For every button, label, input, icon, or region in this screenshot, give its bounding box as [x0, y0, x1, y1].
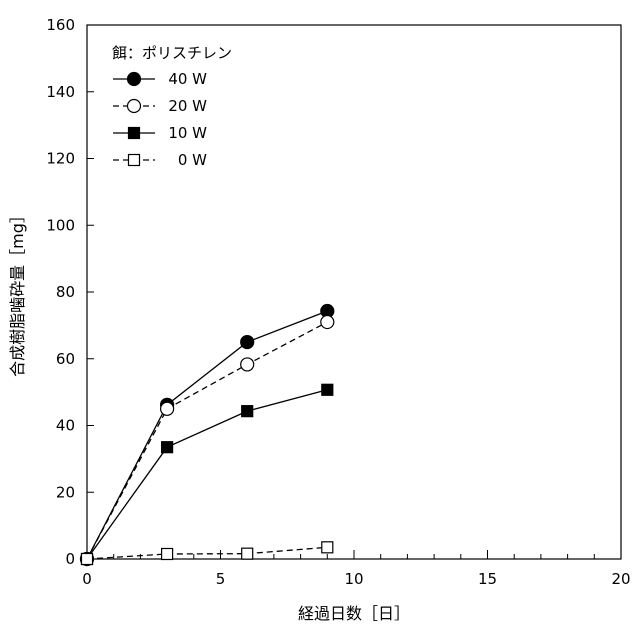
- y-tick-label: 100: [46, 216, 75, 234]
- x-tick-label: 20: [611, 570, 630, 588]
- series-0w: [82, 542, 333, 565]
- legend-marker: [128, 100, 141, 113]
- data-point-0w: [82, 554, 93, 565]
- legend-item-20w: 20 W: [113, 97, 207, 115]
- y-tick-label: 60: [56, 350, 75, 368]
- data-point-40w: [241, 336, 254, 349]
- series-40w: [81, 305, 334, 566]
- y-tick-label: 80: [56, 283, 75, 301]
- series-line-0w: [87, 547, 327, 559]
- y-axis-label: 合成樹脂噛砕量［mg］: [8, 207, 27, 377]
- legend-marker: [129, 155, 140, 166]
- x-tick-label: 15: [478, 570, 497, 588]
- legend-label: 0 W: [178, 151, 207, 169]
- legend-label: 10 W: [168, 124, 207, 142]
- y-tick-label: 0: [65, 550, 75, 568]
- x-axis-label: 経過日数［日］: [298, 604, 410, 623]
- legend-label: 20 W: [168, 97, 207, 115]
- y-tick-label: 160: [46, 16, 75, 34]
- data-point-10w: [162, 442, 173, 453]
- series-line-10w: [87, 390, 327, 559]
- legend-label: 40 W: [168, 70, 207, 88]
- plot-border: [87, 25, 621, 559]
- series-20w: [81, 316, 334, 566]
- series-line-20w: [87, 322, 327, 559]
- x-tick-label: 5: [216, 570, 226, 588]
- data-point-0w: [322, 542, 333, 553]
- legend-item-40w: 40 W: [113, 70, 207, 88]
- series-layer: [81, 305, 334, 566]
- legend-item-0w: 0 W: [113, 151, 207, 169]
- legend-marker: [129, 128, 140, 139]
- series-10w: [82, 384, 333, 564]
- x-tick-label: 0: [82, 570, 92, 588]
- y-tick-label: 40: [56, 417, 75, 435]
- data-point-20w: [161, 402, 174, 415]
- data-point-0w: [242, 548, 253, 559]
- series-line-40w: [87, 311, 327, 559]
- plot-area: [87, 25, 621, 559]
- data-point-10w: [322, 384, 333, 395]
- legend-title: 餌：ポリスチレン: [112, 44, 232, 62]
- data-point-20w: [321, 316, 334, 329]
- data-point-20w: [241, 358, 254, 371]
- x-tick-label: 10: [344, 570, 363, 588]
- data-point-10w: [242, 406, 253, 417]
- legend-item-10w: 10 W: [113, 124, 207, 142]
- data-point-0w: [162, 548, 173, 559]
- legend-marker: [128, 73, 141, 86]
- y-tick-label: 120: [46, 150, 75, 168]
- legend: 餌：ポリスチレン 40 W 20 W 10 W 0 W: [112, 44, 232, 169]
- y-tick-label: 20: [56, 483, 75, 501]
- y-tick-label: 140: [46, 83, 75, 101]
